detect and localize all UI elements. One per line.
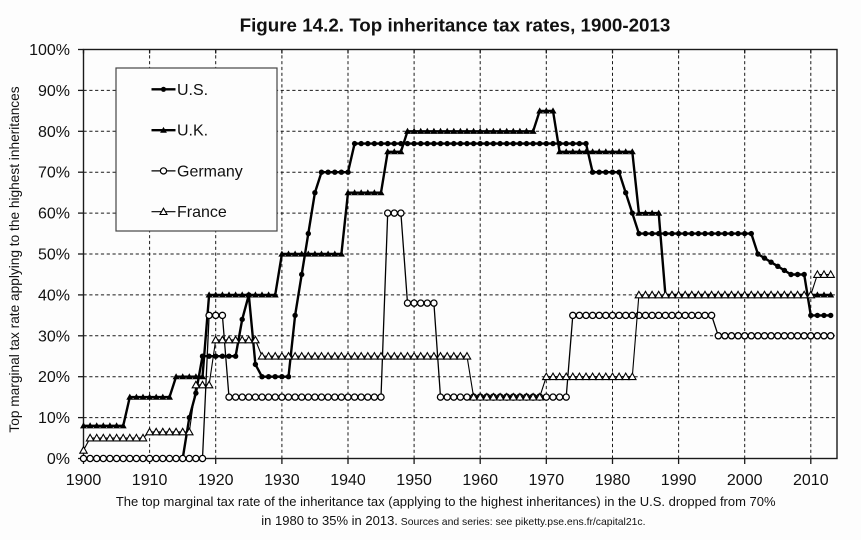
svg-text:France: France — [177, 204, 227, 221]
svg-text:30%: 30% — [38, 328, 70, 345]
svg-text:100%: 100% — [29, 42, 70, 59]
svg-text:Figure 14.2. Top inheritance t: Figure 14.2. Top inheritance tax rates, … — [240, 15, 671, 36]
svg-text:U.S.: U.S. — [177, 82, 208, 99]
svg-text:1940: 1940 — [330, 472, 366, 489]
svg-text:10%: 10% — [38, 410, 70, 427]
svg-text:50%: 50% — [38, 247, 70, 264]
svg-text:80%: 80% — [38, 124, 70, 141]
svg-text:U.K.: U.K. — [177, 123, 208, 140]
svg-text:1950: 1950 — [396, 472, 432, 489]
svg-text:2010: 2010 — [793, 472, 829, 489]
svg-text:1900: 1900 — [66, 472, 102, 489]
svg-text:in 1980 to 35% in 2013. Source: in 1980 to 35% in 2013. Sources and seri… — [261, 513, 645, 528]
svg-text:1980: 1980 — [595, 472, 631, 489]
svg-text:2000: 2000 — [727, 472, 763, 489]
svg-text:40%: 40% — [38, 287, 70, 304]
svg-text:1920: 1920 — [198, 472, 234, 489]
svg-text:1990: 1990 — [661, 472, 697, 489]
svg-text:Top marginal tax rate applying: Top marginal tax rate applying to the hi… — [7, 86, 22, 432]
svg-text:1930: 1930 — [264, 472, 300, 489]
svg-text:0%: 0% — [47, 451, 70, 468]
svg-text:20%: 20% — [38, 369, 70, 386]
svg-text:1910: 1910 — [132, 472, 168, 489]
svg-text:90%: 90% — [38, 83, 70, 100]
svg-text:70%: 70% — [38, 165, 70, 182]
svg-text:Germany: Germany — [177, 163, 243, 180]
svg-text:60%: 60% — [38, 206, 70, 223]
svg-text:The top marginal tax rate of t: The top marginal tax rate of the inherit… — [116, 494, 776, 509]
svg-text:1960: 1960 — [462, 472, 498, 489]
svg-text:1970: 1970 — [529, 472, 565, 489]
